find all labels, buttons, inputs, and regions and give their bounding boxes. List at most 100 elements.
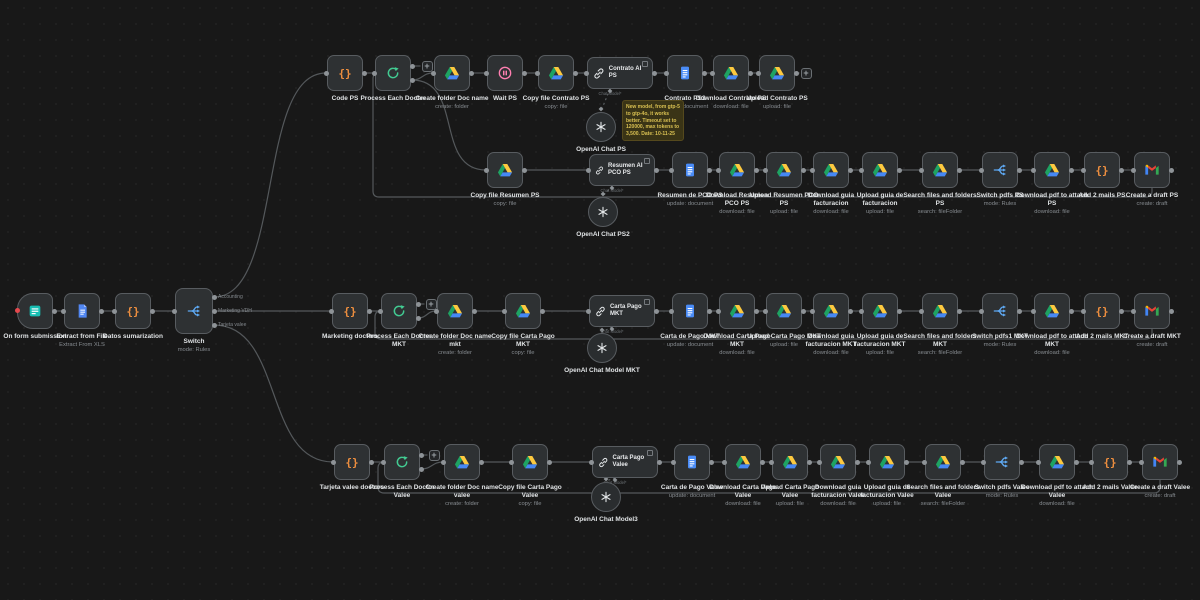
connector-port[interactable] [959,459,965,465]
connector-port[interactable] [701,70,707,76]
node-plus2[interactable]: + [800,67,812,79]
connector-port[interactable] [521,167,527,173]
connector-port[interactable] [483,167,489,173]
connector-port[interactable] [478,459,484,465]
node-copy-mkt[interactable] [505,293,541,329]
connector-port[interactable] [653,167,659,173]
connector-port[interactable] [715,308,721,314]
connector-port[interactable] [501,308,507,314]
connector-port[interactable] [706,308,712,314]
connector-port[interactable] [668,167,674,173]
node-loop-mkt[interactable] [381,293,417,329]
connector-port[interactable] [956,308,962,314]
connector-port[interactable] [762,308,768,314]
connector-port[interactable] [418,452,424,458]
connector-port[interactable] [793,70,799,76]
connector-port[interactable] [366,308,372,314]
node-docs-mkt[interactable] [672,293,708,329]
node-loop-val[interactable] [384,444,420,480]
connector-port[interactable] [668,308,674,314]
connector-port[interactable] [653,308,659,314]
connector-port[interactable] [111,308,117,314]
connector-port[interactable] [1080,167,1086,173]
connector-port[interactable] [149,308,155,314]
node-dlp-val[interactable] [1039,444,1075,480]
connector-port[interactable] [865,459,871,465]
connector-port[interactable] [471,308,477,314]
connector-port[interactable] [1088,459,1094,465]
connector-port[interactable] [60,308,66,314]
node-plus3[interactable]: + [425,298,437,310]
connector-port[interactable] [759,459,765,465]
node-sw-mkt[interactable] [982,293,1018,329]
connector-port[interactable] [323,70,329,76]
connector-port[interactable] [980,459,986,465]
connector-port[interactable] [858,167,864,173]
node-ai-val[interactable]: Carta Pago Valee [592,446,658,478]
connector-port[interactable] [588,459,594,465]
node-add-val[interactable]: {} [1092,444,1128,480]
connector-port[interactable] [918,308,924,314]
node-extract[interactable] [64,293,100,329]
node-draft-val[interactable] [1142,444,1178,480]
node-dlp-mkt[interactable] [1034,293,1070,329]
node-oai-val[interactable] [591,482,621,512]
ai-node-open-icon[interactable] [642,61,648,67]
connector-port[interactable] [1035,459,1041,465]
connector-port[interactable] [978,167,984,173]
node-dl-res[interactable] [719,152,755,188]
node-search-ps[interactable] [922,152,958,188]
connector-port[interactable] [51,308,57,314]
connector-port[interactable] [753,167,759,173]
connector-port[interactable] [896,308,902,314]
node-dl-guia[interactable] [813,152,849,188]
ai-node-open-icon[interactable] [644,299,650,305]
node-docs-con[interactable] [667,55,703,91]
connector-port[interactable] [585,167,591,173]
node-code-val[interactable]: {} [334,444,370,480]
connector-port[interactable] [715,167,721,173]
connector-port[interactable] [806,459,812,465]
connector-port[interactable] [508,459,514,465]
node-ai-res[interactable]: Resumen AI PCO PS [589,154,655,186]
connector-port[interactable] [377,308,383,314]
connector-port[interactable] [656,459,662,465]
node-draft-mkt[interactable] [1134,293,1170,329]
connector-port[interactable] [918,167,924,173]
node-dl-val[interactable] [725,444,761,480]
node-ai-mkt[interactable]: Carta Pago MKT [589,295,655,327]
node-ai-con[interactable]: Contrato AI PS [587,57,653,89]
connector-port[interactable] [328,308,334,314]
connector-port[interactable] [415,301,421,307]
connector-port[interactable] [211,322,217,328]
node-draft-ps[interactable] [1134,152,1170,188]
connector-port[interactable] [1118,308,1124,314]
node-createf-mkt[interactable] [437,293,473,329]
node-dlg-mkt[interactable] [813,293,849,329]
connector-port[interactable] [663,70,669,76]
node-copy-val[interactable] [512,444,548,480]
connector-port[interactable] [809,308,815,314]
node-search-mkt[interactable] [922,293,958,329]
node-dl-pdf-ps[interactable] [1034,152,1070,188]
connector-port[interactable] [1138,459,1144,465]
connector-port[interactable] [978,308,984,314]
node-dl-con[interactable] [713,55,749,91]
node-ulg-val[interactable] [869,444,905,480]
connector-port[interactable] [768,459,774,465]
connector-port[interactable] [546,459,552,465]
connector-port[interactable] [762,167,768,173]
connector-port[interactable] [1030,167,1036,173]
connector-port[interactable] [211,308,217,314]
node-ul-res[interactable] [766,152,802,188]
node-add-ps[interactable]: {} [1084,152,1120,188]
node-oai-ps2[interactable] [588,197,618,227]
connector-port[interactable] [800,308,806,314]
node-ulg-mkt[interactable] [862,293,898,329]
connector-port[interactable] [1080,308,1086,314]
node-oai-ps[interactable] [586,112,616,142]
connector-port[interactable] [433,308,439,314]
connector-port[interactable] [521,70,527,76]
connector-port[interactable] [816,459,822,465]
